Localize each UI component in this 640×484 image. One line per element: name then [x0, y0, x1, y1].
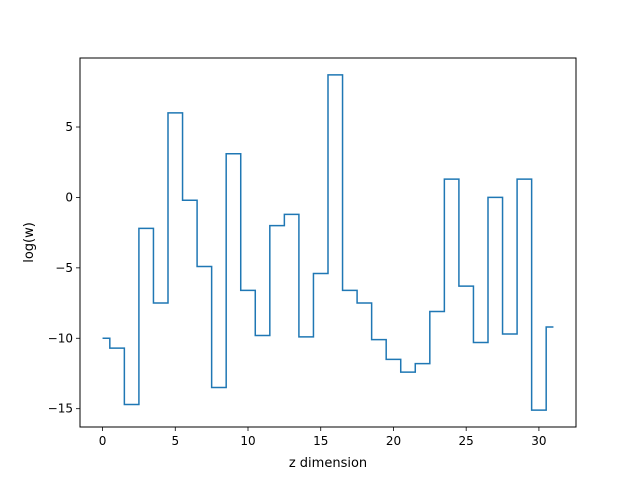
axis-ticks: 0 5 10 15 20 25 30 −15 −10 −5 0 5: [48, 120, 547, 448]
x-tick-label: 20: [386, 434, 401, 448]
x-tick-label: 25: [459, 434, 474, 448]
x-axis-label: z dimension: [289, 456, 367, 471]
y-tick-label: 5: [65, 120, 73, 134]
y-axis-label: log(w): [22, 222, 37, 263]
x-tick-label: 5: [171, 434, 179, 448]
series-line-0: [102, 74, 554, 411]
x-tick-label: 10: [240, 434, 255, 448]
plot-area: [102, 74, 554, 411]
y-tick-label: −15: [48, 402, 73, 416]
axes-frame: [79, 57, 577, 428]
x-tick-label: 15: [313, 434, 328, 448]
x-tick-label: 30: [531, 434, 546, 448]
y-tick-label: −5: [55, 261, 73, 275]
y-tick-label: −10: [48, 331, 73, 345]
y-tick-label: 0: [65, 190, 73, 204]
x-tick-label: 0: [99, 434, 107, 448]
